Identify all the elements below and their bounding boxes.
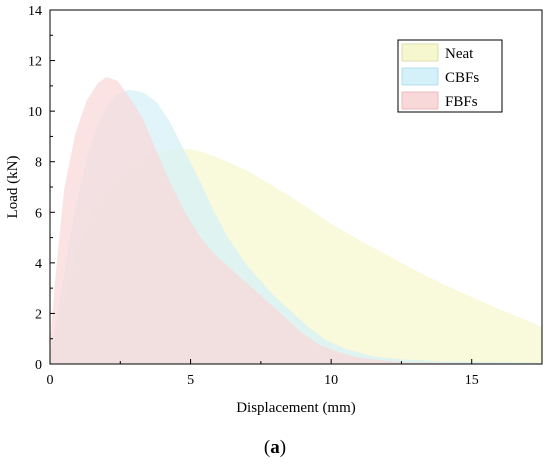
y-tick-label: 8 — [35, 156, 42, 171]
y-tick-label: 14 — [28, 4, 42, 19]
y-axis-label: Load (kN) — [5, 156, 21, 219]
axis-ticks — [49, 9, 473, 365]
y-tick-label: 4 — [35, 257, 42, 272]
legend-swatch-fbfs — [401, 91, 439, 110]
tick-labels: 0 5 10 15 0 2 4 6 8 10 12 14 — [28, 4, 479, 388]
y-tick-label: 10 — [28, 105, 42, 120]
area-fbfs — [50, 77, 542, 364]
y-tick-label: 2 — [35, 307, 42, 322]
legend-swatch-neat — [401, 43, 439, 62]
load-displacement-chart: 0 5 10 15 0 2 4 6 8 10 12 14 Displacement (mm) Load… — [5, 4, 543, 416]
caption-open: ( — [263, 437, 271, 458]
x-tick-label: 5 — [187, 373, 194, 388]
legend-label-cbfs: CBFs — [445, 70, 479, 86]
legend-label-fbfs: FBFs — [445, 94, 478, 110]
x-axis-label: Displacement (mm) — [236, 400, 356, 416]
y-tick-label: 6 — [35, 206, 42, 221]
y-tick-label: 12 — [28, 55, 42, 70]
caption-letter: a — [270, 437, 280, 458]
legend: Neat CBFs FBFs — [397, 39, 503, 113]
x-tick-label: 15 — [465, 373, 479, 388]
caption-close: ) — [279, 437, 287, 458]
y-tick-label: 0 — [35, 358, 42, 373]
series-areas — [50, 77, 542, 364]
x-tick-label: 10 — [324, 373, 338, 388]
x-tick-label: 0 — [47, 373, 54, 388]
legend-swatch-cbfs — [401, 67, 439, 86]
legend-label-neat: Neat — [445, 46, 474, 62]
figure-caption: (a) — [0, 437, 550, 459]
